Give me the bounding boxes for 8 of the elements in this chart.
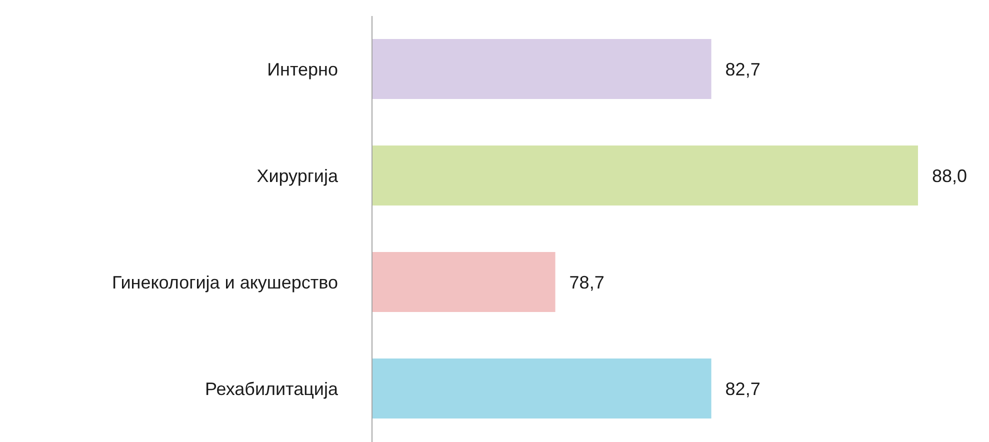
data-label: 82,7 xyxy=(725,59,760,80)
y-tick-label: Рехабилитација xyxy=(205,379,339,400)
data-label: 82,7 xyxy=(725,378,760,399)
y-tick-label: Гинекологија и акушерство xyxy=(112,272,338,293)
data-label: 78,7 xyxy=(569,272,604,292)
y-tick-label: Интерно xyxy=(267,60,338,80)
data-label: 88,0 xyxy=(932,166,968,186)
y-tick-label: Хирургија xyxy=(256,166,339,186)
